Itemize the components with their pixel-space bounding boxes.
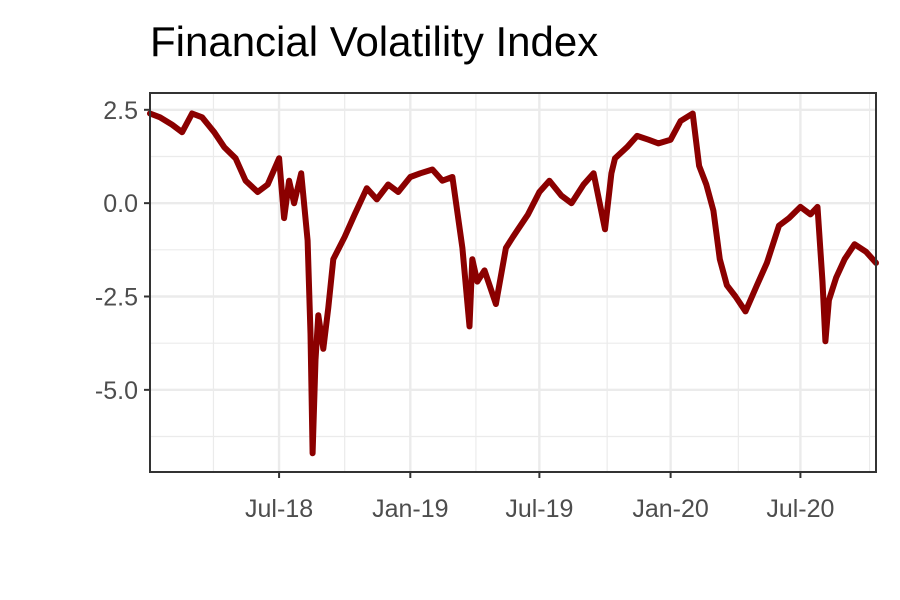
x-tick-label: Jul-19	[505, 495, 573, 523]
y-tick-label: -5.0	[95, 377, 138, 405]
y-tick-label: 0.0	[103, 190, 138, 218]
y-tick-label: -2.5	[95, 284, 138, 312]
y-tick-label: 2.5	[103, 97, 138, 125]
axes: 2.5 0.0 -2.5 -5.0 Jul-18 Jan-19 Jul-19 Jan-20 Ju…	[95, 97, 835, 523]
grid	[150, 93, 876, 472]
plot-border	[149, 92, 877, 473]
x-tick-label: Jul-20	[766, 495, 834, 523]
series-line	[147, 110, 879, 457]
plot-background	[150, 93, 876, 472]
x-tick-label: Jan-19	[372, 495, 448, 523]
x-tick-label: Jul-18	[245, 495, 313, 523]
series-layer	[147, 110, 879, 457]
chart-title: Financial Volatility Index	[150, 18, 599, 65]
x-tick-label: Jan-20	[632, 495, 708, 523]
